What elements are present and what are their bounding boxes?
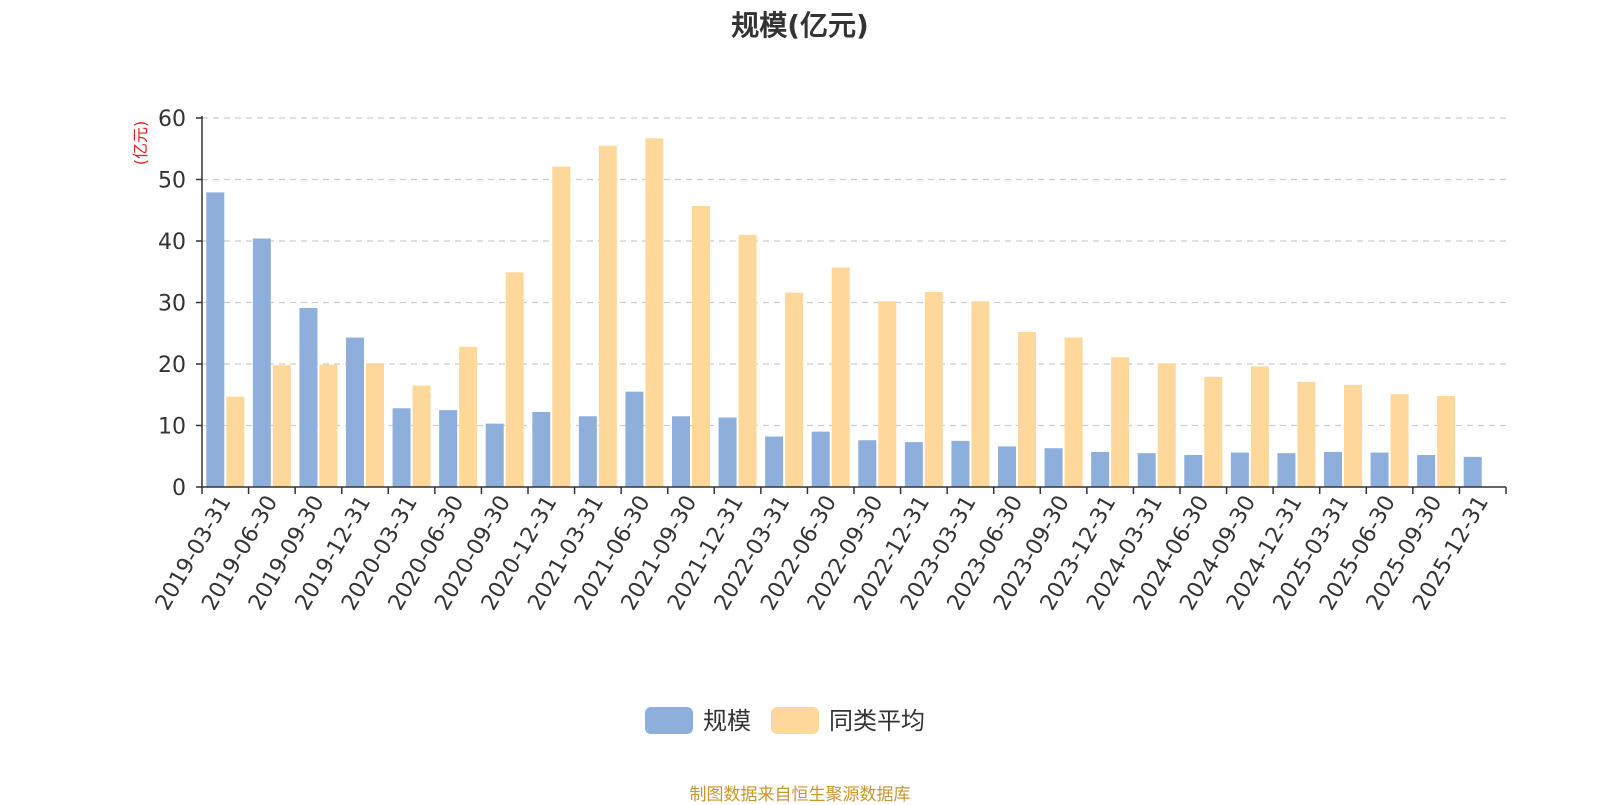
bar [346,337,364,487]
bar [765,436,784,487]
bar [1324,451,1342,487]
bar [692,205,710,487]
bar [645,138,664,488]
bar [858,440,877,487]
bar [1157,363,1176,487]
bar [811,431,830,487]
bar [951,440,970,487]
bar [392,408,411,487]
bar [552,166,571,487]
bar [1463,456,1482,487]
bar [485,423,504,487]
bar [738,234,757,487]
bar [532,411,551,487]
y-tick-label: 20 [158,353,186,378]
y-tick-label: 30 [158,292,186,317]
bar [878,301,897,487]
bar [924,292,943,487]
bar [1064,337,1083,487]
bar [971,301,990,487]
bar [226,396,245,487]
bar [1297,381,1316,487]
bar [299,308,318,487]
bar [1437,395,1456,487]
legend-swatch [645,707,693,734]
bar [1230,452,1249,487]
bar [505,272,524,487]
bar [459,346,478,487]
bar [272,365,291,487]
bar [672,416,690,487]
bar [998,446,1016,487]
bar [1417,455,1436,487]
bar [252,238,271,487]
legend-swatch [771,707,819,734]
bar [1370,452,1389,487]
bar [1111,357,1130,487]
y-axis-label: (亿元) [131,121,150,166]
bar [578,416,597,487]
bar [1204,376,1223,487]
bar [625,391,644,487]
legend-label: 同类平均 [829,707,925,735]
bar [831,267,850,487]
bar [904,442,923,487]
bar [1277,453,1296,487]
bar [785,292,804,487]
y-tick-label: 40 [158,230,186,255]
bar [1390,394,1409,487]
bar [319,364,338,487]
bar [366,363,384,487]
bar [1184,455,1203,487]
bar [1018,332,1036,487]
bar [1091,451,1110,487]
y-tick-label: 0 [172,476,186,501]
y-tick-label: 50 [158,169,186,194]
legend-label: 规模 [703,707,751,735]
y-tick-label: 60 [158,107,186,132]
bar [439,410,458,487]
bar [206,192,225,488]
bar [412,385,431,487]
y-tick-label: 10 [158,415,186,440]
source-note: 制图数据来自恒生聚源数据库 [689,785,911,805]
bar [1250,366,1269,487]
bar [1344,384,1362,487]
bar [598,145,617,488]
bar [1137,453,1156,487]
bar [1044,448,1063,487]
chart-title: 规模(亿元) [731,9,869,42]
bar [718,417,737,487]
